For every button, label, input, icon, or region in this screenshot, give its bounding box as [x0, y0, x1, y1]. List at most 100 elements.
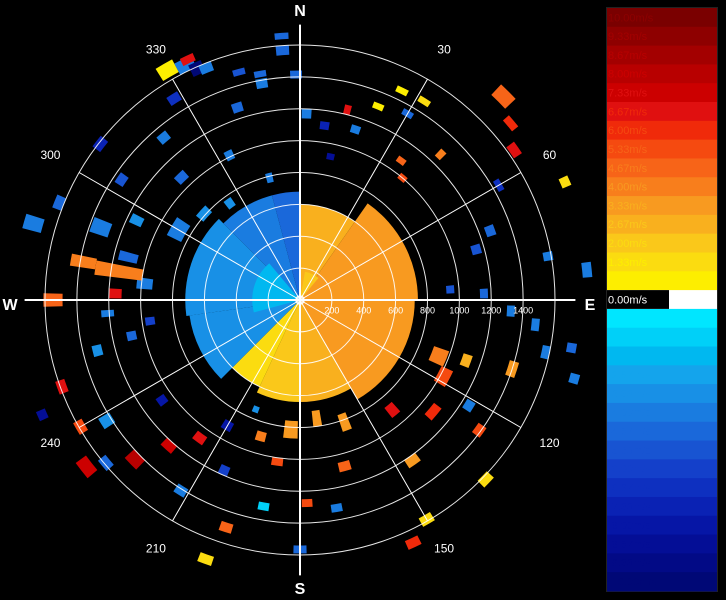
- echo-gate-63: [173, 483, 189, 498]
- colorbar-zero-label-bg: [607, 290, 669, 309]
- range-label-1400: 1400: [513, 305, 533, 315]
- colorbar-label-7: 5.33m/s: [608, 144, 648, 156]
- echo-gate-57: [254, 430, 267, 443]
- colorbar-label-19: -2.67m/s: [608, 370, 651, 382]
- velocity-sector-2: [300, 300, 415, 400]
- echo-gate-30: [479, 288, 489, 299]
- range-label-600: 600: [388, 305, 403, 315]
- azimuth-label-240: 240: [40, 436, 60, 450]
- colorbar-swatch-25: [607, 478, 717, 498]
- polar-grid: [24, 24, 576, 576]
- colorbar-label-21: -4.00m/s: [608, 407, 651, 419]
- echo-gate-56: [257, 501, 270, 512]
- echo-gate-54: [283, 420, 298, 439]
- echo-gate-64: [192, 430, 208, 446]
- echo-gate-93: [156, 130, 172, 145]
- echo-gate-85: [89, 217, 113, 238]
- echo-gate-74: [91, 344, 104, 358]
- echo-gate-42: [424, 402, 442, 421]
- echo-gate-55: [270, 456, 284, 467]
- colorbar-label-5: 6.67m/s: [608, 106, 648, 118]
- colorbar-label-24: -6.00m/s: [608, 464, 651, 476]
- colorbar-swatch-16: [607, 308, 717, 329]
- colorbar-swatch-5: [607, 102, 717, 122]
- colorbar-label-2: 8.67m/s: [608, 50, 648, 62]
- echo-gate-66: [124, 449, 146, 470]
- echo-gate-87: [128, 213, 145, 228]
- echo-gate-32: [530, 318, 540, 332]
- echo-gate-68: [75, 455, 98, 479]
- echo-gate-9: [319, 121, 330, 131]
- echo-gate-13: [372, 101, 385, 112]
- colorbar-label-11: 2.67m/s: [608, 219, 648, 231]
- colorbar-swatch-17: [607, 327, 717, 348]
- colorbar-label-15: 0.00m/s: [608, 294, 648, 306]
- colorbar-swatch-7: [607, 139, 717, 159]
- velocity-sector-9: [271, 191, 300, 300]
- colorbar-label-13: 1.33m/s: [608, 257, 648, 269]
- echo-gate-4: [232, 67, 246, 77]
- echo-gate-58: [218, 520, 234, 534]
- echo-gate-12: [349, 124, 362, 135]
- azimuth-spoke: [299, 299, 522, 428]
- azimuth-label-210: 210: [146, 542, 166, 556]
- echo-gate-75: [126, 330, 138, 342]
- echo-gate-3: [179, 52, 196, 67]
- echo-gate-39: [433, 366, 454, 388]
- colorbar-label-23: -5.33m/s: [608, 445, 651, 457]
- echo-gate-34: [540, 345, 551, 360]
- azimuth-label-300: 300: [40, 148, 60, 162]
- azimuth-label-60: 60: [543, 148, 557, 162]
- colorbar-label-25: -6.67m/s: [608, 482, 651, 494]
- echo-gate-5: [253, 69, 267, 79]
- azimuth-spoke: [299, 299, 428, 522]
- colorbar-label-30: -10.00m/s: [608, 577, 657, 589]
- colorbar-swatch-13: [607, 252, 717, 272]
- echo-gate-28: [581, 261, 593, 278]
- azimuth-spoke: [172, 299, 301, 522]
- echo-gate-99: [265, 172, 274, 184]
- colorbar-swatch-2: [607, 45, 717, 65]
- colorbar-swatch-11: [607, 214, 717, 235]
- echo-gate-84: [22, 213, 45, 233]
- echo-gate-45: [404, 452, 421, 469]
- colorbar-label-9: 4.00m/s: [608, 182, 648, 194]
- azimuth-label-120: 120: [540, 436, 560, 450]
- echo-gate-60: [251, 405, 260, 414]
- compass-label-w: W: [2, 297, 18, 314]
- colorbar-label-12: 2.00m/s: [608, 238, 648, 250]
- echo-gate-35: [568, 372, 581, 385]
- echo-gate-83: [117, 250, 139, 264]
- velocity-sector-5: [232, 300, 300, 387]
- echo-gate-70: [98, 412, 116, 430]
- colorbar-label-3: 8.00m/s: [608, 69, 648, 81]
- echo-gate-43: [477, 471, 494, 488]
- colorbar-label-16: -0.67m/s: [608, 313, 651, 325]
- echo-gate-44: [384, 401, 401, 419]
- echo-gate-26: [470, 243, 483, 256]
- colorbar-swatch-9: [607, 177, 717, 197]
- colorbar-label-22: -4.67m/s: [608, 426, 651, 438]
- echo-gate-11: [343, 104, 352, 116]
- echo-gate-89: [114, 172, 129, 187]
- azimuth-label-150: 150: [434, 542, 454, 556]
- velocity-colorbar: 10.00m/s 9.33m/s 8.67m/s 8.00m/s 7.33m/s 6.67…: [606, 7, 718, 592]
- echo-gate-49: [337, 460, 352, 473]
- echo-gate-25: [483, 224, 497, 238]
- velocity-sector-6: [189, 300, 300, 379]
- compass-label-e: E: [585, 297, 596, 314]
- range-label-1000: 1000: [449, 305, 469, 315]
- echo-gate-6: [274, 32, 289, 40]
- echo-gate-29: [445, 285, 455, 294]
- echo-gate-38: [428, 346, 450, 367]
- echo-gate-10: [326, 152, 335, 161]
- echo-gate-91: [195, 205, 213, 222]
- echo-gate-95: [166, 91, 182, 106]
- velocity-sector-3: [300, 300, 351, 402]
- compass-label-n: N: [294, 3, 306, 20]
- colorbar-label-26: -7.33m/s: [608, 501, 651, 513]
- range-label-1200: 1200: [481, 305, 501, 315]
- echo-gate-21: [502, 115, 519, 132]
- echo-gate-31: [506, 305, 516, 317]
